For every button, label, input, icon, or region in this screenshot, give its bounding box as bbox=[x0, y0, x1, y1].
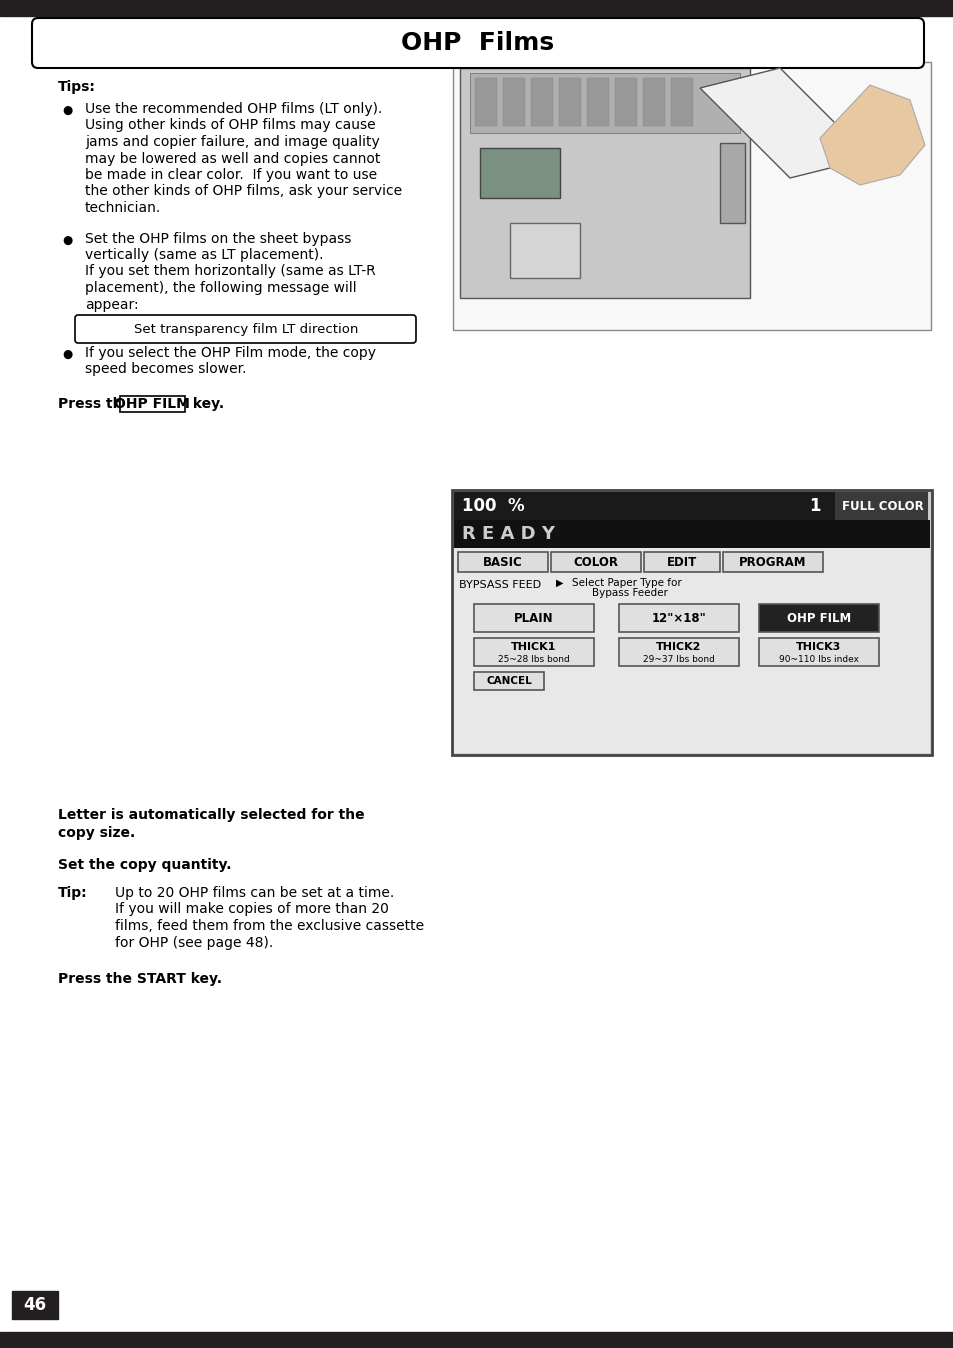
Text: 1: 1 bbox=[808, 497, 820, 515]
Bar bbox=[12, 1291, 58, 1318]
Text: key.: key. bbox=[188, 398, 224, 411]
Text: placement), the following message will: placement), the following message will bbox=[85, 280, 356, 295]
Bar bbox=[551, 551, 640, 572]
Bar bbox=[452, 491, 931, 755]
Bar bbox=[475, 78, 497, 125]
Text: for OHP (see page 48).: for OHP (see page 48). bbox=[115, 936, 273, 949]
Text: FULL COLOR: FULL COLOR bbox=[841, 500, 923, 512]
Bar bbox=[720, 143, 744, 222]
Bar bbox=[474, 604, 594, 632]
Bar bbox=[722, 551, 822, 572]
Text: THICK3: THICK3 bbox=[796, 642, 841, 652]
Bar bbox=[454, 492, 834, 520]
Text: Tips:: Tips: bbox=[58, 80, 95, 94]
Polygon shape bbox=[700, 67, 869, 178]
Bar bbox=[618, 638, 739, 666]
Bar bbox=[459, 67, 749, 298]
Text: jams and copier failure, and image quality: jams and copier failure, and image quali… bbox=[85, 135, 379, 150]
Text: technician.: technician. bbox=[85, 201, 161, 214]
Text: ●: ● bbox=[62, 348, 72, 361]
Text: THICK1: THICK1 bbox=[511, 642, 557, 652]
Text: Use the recommended OHP films (LT only).: Use the recommended OHP films (LT only). bbox=[85, 102, 382, 116]
Text: ●: ● bbox=[62, 233, 72, 247]
Bar bbox=[531, 78, 553, 125]
Bar bbox=[479, 148, 559, 198]
Text: be made in clear color.  If you want to use: be made in clear color. If you want to u… bbox=[85, 168, 376, 182]
Text: 46: 46 bbox=[24, 1295, 47, 1314]
Text: may be lowered as well and copies cannot: may be lowered as well and copies cannot bbox=[85, 151, 380, 166]
Text: the other kinds of OHP films, ask your service: the other kinds of OHP films, ask your s… bbox=[85, 185, 402, 198]
Bar bbox=[510, 222, 579, 278]
Text: Select Paper Type for: Select Paper Type for bbox=[572, 578, 681, 588]
Text: Bypass Feeder: Bypass Feeder bbox=[592, 588, 667, 599]
Text: THICK2: THICK2 bbox=[656, 642, 701, 652]
Text: BASIC: BASIC bbox=[482, 555, 522, 569]
Text: Set transparency film LT direction: Set transparency film LT direction bbox=[133, 322, 357, 336]
Text: PLAIN: PLAIN bbox=[514, 612, 554, 624]
Text: EDIT: EDIT bbox=[666, 555, 697, 569]
Text: 12"×18": 12"×18" bbox=[651, 612, 705, 624]
Text: 90~110 lbs index: 90~110 lbs index bbox=[779, 655, 858, 663]
Text: vertically (same as LT placement).: vertically (same as LT placement). bbox=[85, 248, 323, 262]
Bar bbox=[615, 78, 637, 125]
Text: PROGRAM: PROGRAM bbox=[739, 555, 806, 569]
Bar bbox=[120, 396, 185, 412]
Bar bbox=[586, 78, 608, 125]
Text: Press the: Press the bbox=[58, 398, 136, 411]
Text: If you will make copies of more than 20: If you will make copies of more than 20 bbox=[115, 903, 389, 917]
Text: Using other kinds of OHP films may cause: Using other kinds of OHP films may cause bbox=[85, 119, 375, 132]
Text: If you select the OHP Film mode, the copy: If you select the OHP Film mode, the cop… bbox=[85, 346, 375, 360]
Bar bbox=[457, 551, 547, 572]
Bar bbox=[0, 1332, 953, 1348]
FancyBboxPatch shape bbox=[75, 315, 416, 342]
Text: R E A D Y: R E A D Y bbox=[461, 524, 555, 543]
Text: Set the copy quantity.: Set the copy quantity. bbox=[58, 857, 232, 872]
Text: 25~28 lbs bond: 25~28 lbs bond bbox=[497, 655, 569, 663]
Bar bbox=[558, 78, 580, 125]
Text: Set the OHP films on the sheet bypass: Set the OHP films on the sheet bypass bbox=[85, 232, 351, 245]
Text: OHP FILM: OHP FILM bbox=[114, 398, 190, 411]
Bar bbox=[759, 604, 878, 632]
Text: OHP FILM: OHP FILM bbox=[786, 612, 850, 624]
Text: COLOR: COLOR bbox=[573, 555, 618, 569]
Bar bbox=[454, 520, 929, 549]
Text: Up to 20 OHP films can be set at a time.: Up to 20 OHP films can be set at a time. bbox=[115, 886, 394, 900]
Bar bbox=[470, 73, 740, 133]
Text: BYPSASS FEED: BYPSASS FEED bbox=[458, 580, 540, 590]
Text: Letter is automatically selected for the: Letter is automatically selected for the bbox=[58, 807, 364, 822]
Bar bbox=[618, 604, 739, 632]
Bar bbox=[642, 78, 664, 125]
Text: speed becomes slower.: speed becomes slower. bbox=[85, 363, 246, 376]
Text: ●: ● bbox=[62, 104, 72, 117]
Text: Press the START key.: Press the START key. bbox=[58, 972, 222, 985]
Text: 29~37 lbs bond: 29~37 lbs bond bbox=[642, 655, 714, 663]
Text: If you set them horizontally (same as LT-R: If you set them horizontally (same as LT… bbox=[85, 264, 375, 279]
Text: Tip:: Tip: bbox=[58, 886, 88, 900]
Text: copy size.: copy size. bbox=[58, 826, 135, 840]
Polygon shape bbox=[820, 85, 924, 185]
Bar bbox=[759, 638, 878, 666]
Text: OHP  Films: OHP Films bbox=[401, 31, 554, 55]
Bar bbox=[474, 638, 594, 666]
Bar bbox=[643, 551, 720, 572]
Text: ▶: ▶ bbox=[556, 578, 563, 588]
Bar bbox=[834, 492, 927, 520]
Text: CANCEL: CANCEL bbox=[486, 675, 532, 686]
Bar bbox=[453, 62, 930, 330]
Text: 100  %: 100 % bbox=[461, 497, 524, 515]
Bar bbox=[474, 673, 543, 690]
Bar bbox=[502, 78, 524, 125]
Bar bbox=[670, 78, 692, 125]
Text: films, feed them from the exclusive cassette: films, feed them from the exclusive cass… bbox=[115, 919, 424, 933]
Text: appear:: appear: bbox=[85, 298, 138, 311]
Bar bbox=[0, 0, 953, 16]
FancyBboxPatch shape bbox=[32, 18, 923, 67]
Bar bbox=[454, 549, 929, 754]
